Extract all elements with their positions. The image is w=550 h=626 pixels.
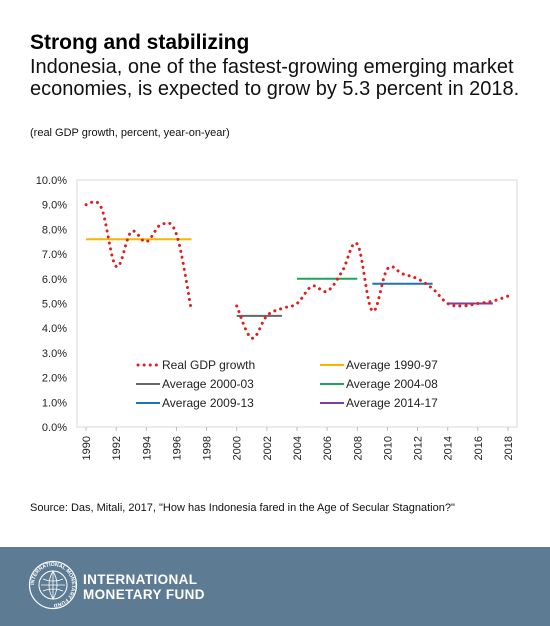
x-tick-label: 2014 — [443, 436, 455, 460]
legend-label: Average 2004-08 — [346, 377, 438, 391]
y-tick-label: 0.0% — [42, 422, 67, 434]
x-tick-label: 2000 — [232, 436, 244, 460]
x-tick-label: 1994 — [141, 436, 153, 460]
y-tick-label: 6.0% — [42, 274, 67, 286]
x-tick-label: 2008 — [352, 436, 364, 460]
y-tick-label: 7.0% — [42, 249, 67, 261]
chart-units-note: (real GDP growth, percent, year-on-year) — [30, 127, 230, 139]
chart-subtitle: Indonesia, one of the fastest-growing em… — [30, 56, 520, 100]
org-name-line1: INTERNATIONAL — [83, 572, 198, 587]
x-tick-label: 2004 — [292, 436, 304, 460]
gdp-growth-chart: 0.0% 1.0% 2.0% 3.0% 4.0% 5.0% 6.0% 7.0% 8.0% 9.0%… — [36, 175, 518, 460]
x-tick-label: 2016 — [473, 436, 485, 460]
legend-label: Average 2000-03 — [162, 377, 254, 391]
legend-label: Average 1990-97 — [346, 358, 438, 372]
y-tick-label: 9.0% — [42, 200, 67, 212]
x-tick-label: 1996 — [171, 436, 183, 460]
x-tick-label: 2012 — [413, 436, 425, 460]
legend-label: Real GDP growth — [162, 358, 255, 372]
y-tick-label: 5.0% — [42, 299, 67, 311]
chart-title: Strong and stabilizing — [30, 31, 250, 54]
y-tick-label: 2.0% — [42, 373, 67, 385]
imf-seal-icon: INTERNATIONAL MONETARY FUND — [28, 560, 78, 610]
x-tick-label: 2006 — [322, 436, 334, 460]
x-tick-label: 2002 — [262, 436, 274, 460]
y-tick-label: 1.0% — [42, 397, 67, 409]
x-tick-label: 1992 — [111, 436, 123, 460]
x-tick-label: 2018 — [503, 436, 515, 460]
x-tick-label: 1990 — [81, 436, 93, 460]
x-tick-label: 1998 — [202, 436, 214, 460]
source-note: Source: Das, Mitali, 2017, "How has Indo… — [30, 502, 455, 514]
org-name-line2: MONETARY FUND — [83, 587, 205, 602]
y-tick-label: 8.0% — [42, 224, 67, 236]
footer-banner: INTERNATIONAL MONETARY FUND INTERNATIONA… — [0, 547, 550, 626]
x-tick-label: 2010 — [382, 436, 394, 460]
org-name: INTERNATIONAL MONETARY FUND — [83, 572, 383, 602]
legend-label: Average 2009-13 — [162, 396, 254, 410]
gdp-growth-line — [84, 200, 194, 313]
y-tick-label: 3.0% — [42, 348, 67, 360]
y-tick-label: 4.0% — [42, 323, 67, 335]
legend-label: Average 2014-17 — [346, 396, 438, 410]
y-tick-label: 10.0% — [36, 175, 67, 187]
gdp-growth-line — [235, 241, 510, 340]
